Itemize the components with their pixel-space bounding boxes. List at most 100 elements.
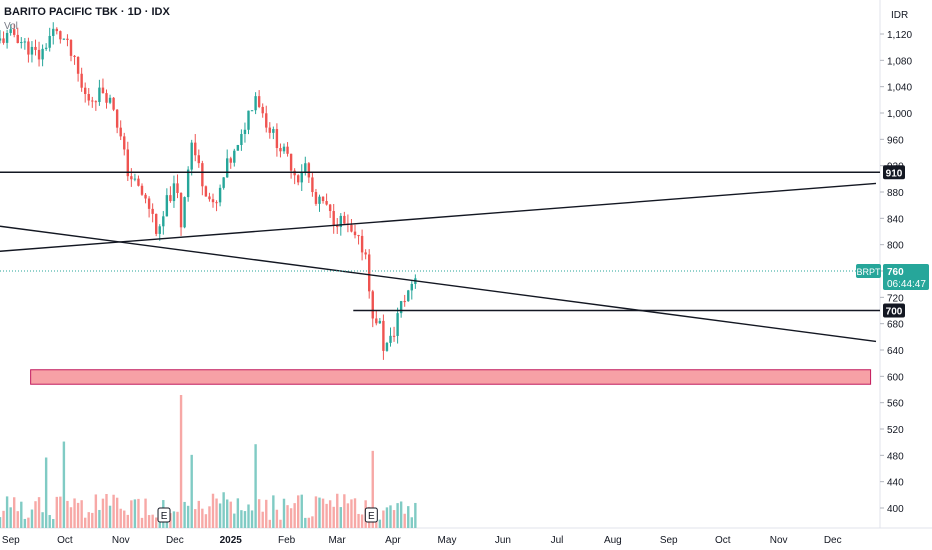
earnings-marker (157, 507, 171, 523)
candle-body (2, 38, 5, 43)
candle-body (144, 194, 147, 199)
symbol-title[interactable]: BARITO PACIFIC TBK · 1D · IDX (4, 6, 170, 18)
candle-body (307, 163, 311, 178)
volume-bar (325, 503, 328, 528)
ticker-badge (856, 264, 881, 278)
volume-bar (265, 499, 268, 528)
volume-bar (353, 498, 357, 528)
volume-bar (275, 509, 279, 528)
time-tick-label: Sep (2, 535, 20, 546)
last-price-value: 760 (887, 267, 904, 278)
price-tick-label: 960 (887, 135, 904, 146)
candle-body (126, 149, 129, 177)
candle-body (243, 129, 247, 135)
volume-bar (208, 506, 211, 528)
earnings-marker (364, 507, 378, 523)
price-tick-label: 840 (887, 214, 904, 225)
candle-body (318, 196, 321, 204)
volume-bar (201, 508, 204, 528)
volume-bar (357, 513, 360, 528)
volume-bar (41, 512, 44, 528)
volume-bar (115, 497, 119, 528)
candle-body (158, 226, 161, 234)
price-tick-label: 1,120 (887, 30, 912, 41)
candle-body (360, 235, 364, 253)
candle-body (339, 215, 342, 228)
candle-body (399, 301, 403, 314)
volume-bar (87, 512, 90, 528)
time-axis[interactable]: Sep Oct Nov Dec 2025 Feb Mar Apr May Jun Jul Aug Sep… (2, 535, 842, 546)
candle-body (222, 177, 225, 188)
volume-bar (282, 498, 286, 528)
candle-body (368, 254, 371, 292)
volume-bar (389, 505, 392, 528)
candle-body (247, 110, 250, 130)
candle-body (211, 199, 215, 203)
volume-bar (9, 507, 12, 528)
volume-bar (233, 513, 236, 528)
volume-bar (73, 498, 76, 528)
volume-bar (130, 500, 133, 528)
candle-body (300, 171, 303, 183)
time-tick-label: Nov (112, 535, 130, 546)
level-badge (883, 303, 905, 318)
volume-bar (194, 509, 197, 528)
candle-body (407, 290, 410, 302)
time-tick-label: Dec (166, 535, 184, 546)
volume-bar (94, 494, 98, 528)
volume-bar (350, 499, 353, 528)
support-zone-rect (30, 369, 872, 385)
volume-bar (403, 513, 406, 528)
volume-bar (222, 492, 225, 528)
candle-body (20, 42, 23, 44)
candle-body (0, 38, 2, 41)
candle-body (385, 342, 389, 351)
candle-body (105, 93, 108, 103)
candle-body (55, 28, 58, 32)
price-tick-label: 400 (887, 504, 904, 515)
price-axis[interactable]: IDR1,1201,0801,0401,00096092088084080076… (880, 10, 912, 515)
trendline-descending (0, 225, 877, 343)
candle-body (314, 192, 318, 204)
volume-bar (20, 501, 23, 528)
level-badge-label: 700 (886, 307, 903, 318)
time-tick-label: Apr (385, 535, 401, 546)
volume-bar (52, 519, 55, 528)
volume-bar (300, 494, 303, 528)
candle-body (155, 213, 158, 234)
bar-countdown: 06:44:47 (887, 279, 926, 290)
candle-body (84, 87, 87, 95)
volume-layer (0, 395, 417, 528)
candle-body (403, 301, 406, 303)
candle-body (133, 178, 137, 180)
volume-bar (2, 510, 5, 528)
candle-body (378, 320, 382, 324)
price-tick-label: 1,040 (887, 83, 912, 94)
candle-body (272, 129, 275, 133)
candle-body (311, 177, 314, 193)
price-tick-label: 1,080 (887, 56, 912, 67)
volume-bar (293, 503, 296, 528)
volume-bar (140, 517, 144, 528)
volume-label: Vol (4, 21, 18, 32)
candle-body (66, 38, 69, 40)
candle-body (297, 175, 300, 183)
volume-bar (336, 493, 339, 528)
candle-body (98, 87, 101, 102)
candle-body (350, 224, 353, 232)
volume-bar (268, 519, 271, 528)
volume-bar (204, 514, 208, 528)
volume-bar (332, 506, 335, 528)
candle-body (265, 113, 268, 128)
volume-bar (105, 493, 108, 528)
candle-body (151, 208, 154, 214)
candle-body (279, 148, 282, 152)
price-tick-label: 680 (887, 320, 904, 331)
volume-bar (190, 454, 193, 528)
time-tick-label: 2025 (220, 535, 243, 546)
candle-body (282, 146, 286, 152)
volume-bar (108, 505, 112, 528)
candle-body (328, 204, 332, 212)
volume-bar (13, 497, 16, 528)
